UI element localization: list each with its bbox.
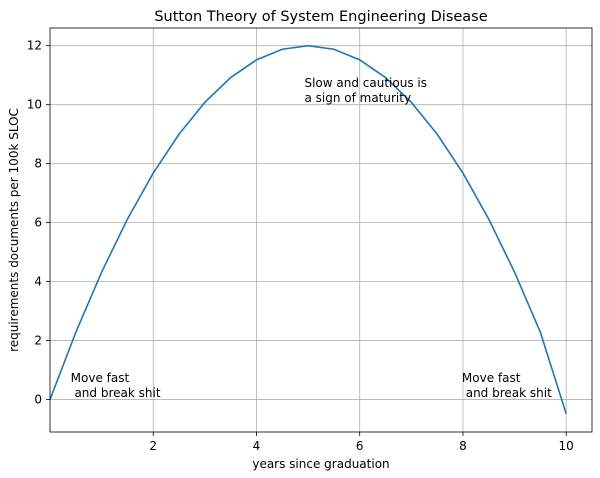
y-tick-label: 2 [34,334,42,348]
annotations: Move fast and break shit Slow and cautiou… [71,76,552,400]
series-line [49,44,567,414]
annotation: Move fast and break shit [462,371,552,400]
y-tick-label: 12 [27,39,42,53]
y-tick-label: 6 [34,216,42,230]
x-tick-label: 8 [459,439,467,453]
x-tick-label: 4 [253,439,261,453]
ticks: 2 4 6 8 10 0 2 4 6 8 10 12 [27,39,574,453]
y-tick-label: 4 [34,275,42,289]
series [49,44,567,414]
y-axis-label: requirements documents per 100k SLOC [7,108,21,352]
x-axis-label: years since graduation [252,457,389,471]
y-tick-label: 8 [34,157,42,171]
x-tick-label: 6 [356,439,364,453]
chart-title: Sutton Theory of System Engineering Dise… [154,9,487,25]
y-tick-label: 10 [27,98,42,112]
plot-frame [49,27,593,433]
x-tick-label: 10 [559,439,574,453]
annotation: Slow and cautious is a sign of maturity [304,76,427,105]
grid [50,28,592,432]
annotation: Move fast and break shit [71,371,161,400]
x-tick-label: 2 [149,439,157,453]
y-tick-label: 0 [34,393,42,407]
